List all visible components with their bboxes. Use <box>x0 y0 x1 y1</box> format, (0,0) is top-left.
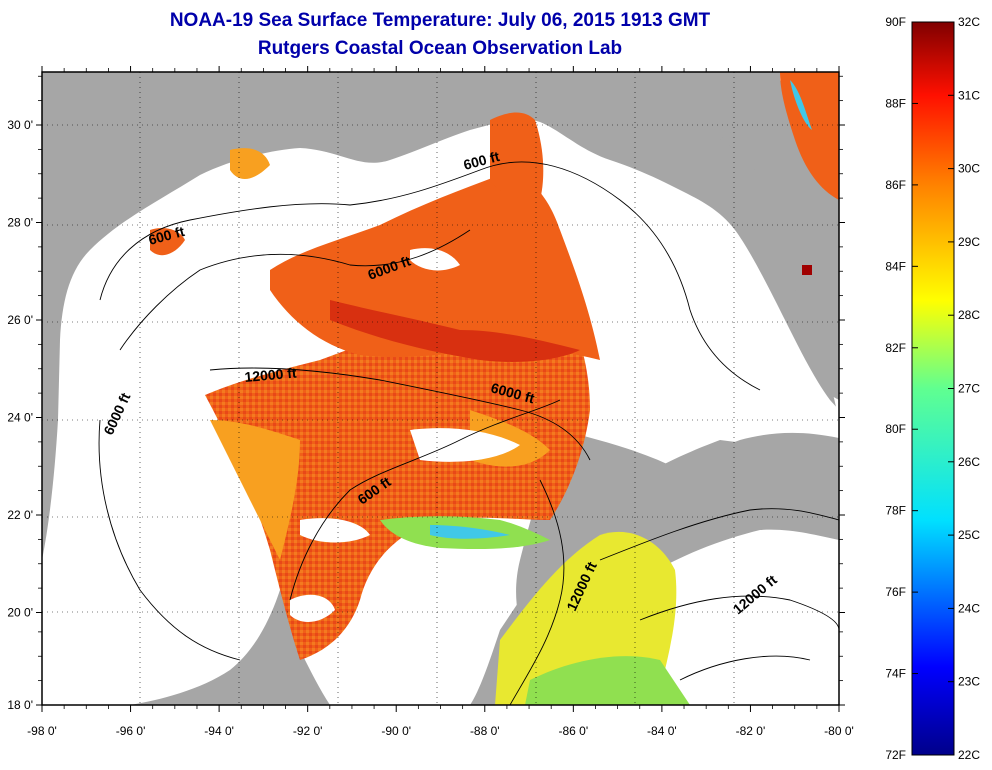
colorbar-fahrenheit-labels: 90F 88F 86F 84F 82F 80F 78F 76F 74F 72F <box>885 15 918 762</box>
x-tick-label: -86 0' <box>559 724 589 738</box>
x-tick-label: -88 0' <box>470 724 500 738</box>
colorbar-c-label: 31C <box>958 88 980 102</box>
y-tick-label: 28 0' <box>7 216 33 230</box>
map-area <box>42 72 839 705</box>
colorbar-f-label: 80F <box>885 422 906 436</box>
grid-lines <box>42 72 839 705</box>
x-axis: -98 0' -96 0' -94 0' -92 0' -90 0' -88 0' -86 … <box>27 66 854 738</box>
contour-label-12000: 12000 ft <box>244 364 298 385</box>
lake-marker <box>802 265 812 275</box>
colorbar-f-label: 90F <box>885 15 906 29</box>
x-tick-label: -98 0' <box>27 724 57 738</box>
colorbar-c-label: 26C <box>958 455 980 469</box>
colorbar-f-label: 88F <box>885 96 906 110</box>
map-subtitle: Rutgers Coastal Ocean Observation Lab <box>257 38 623 59</box>
map-title: NOAA-19 Sea Surface Temperature: July 06… <box>169 10 711 31</box>
cuba-land <box>620 432 839 510</box>
colorbar-f-label: 74F <box>885 667 906 681</box>
x-tick-label: -94 0' <box>204 724 234 738</box>
colorbar-f-label: 84F <box>885 259 906 273</box>
y-tick-label: 22 0' <box>7 508 33 522</box>
sst-swath <box>150 72 839 705</box>
x-tick-label: -90 0' <box>381 724 411 738</box>
colorbar-f-label: 86F <box>885 178 906 192</box>
x-tick-label: -80 0' <box>824 724 854 738</box>
colorbar-c-label: 25C <box>958 528 980 542</box>
x-tick-label: -92 0' <box>293 724 323 738</box>
colorbar <box>911 21 955 756</box>
colorbar-f-label: 76F <box>885 585 906 599</box>
y-tick-label: 18 0' <box>7 698 33 712</box>
colorbar-c-label: 22C <box>958 748 980 762</box>
colorbar-f-label: 82F <box>885 341 906 355</box>
x-tick-label: -96 0' <box>116 724 146 738</box>
colorbar-c-label: 29C <box>958 235 980 249</box>
y-tick-label: 26 0' <box>7 313 33 327</box>
x-tick-label: -82 0' <box>736 724 766 738</box>
y-tick-label: 20 0' <box>7 606 33 620</box>
colorbar-c-label: 27C <box>958 382 980 396</box>
colorbar-c-label: 23C <box>958 675 980 689</box>
depth-contours <box>98 161 839 705</box>
colorbar-c-label: 24C <box>958 601 980 615</box>
colorbar-celsius-labels: 32C 31C 30C 29C 28C 27C 26C 25C 24C 23C 22C <box>948 15 980 762</box>
y-axis: 30 0' 28 0' 26 0' 24 0' 22 0' 20 0' 18 0' <box>7 75 845 712</box>
colorbar-c-label: 30C <box>958 162 980 176</box>
colorbar-f-label: 72F <box>885 748 906 762</box>
colorbar-f-label: 78F <box>885 504 906 518</box>
y-tick-label: 24 0' <box>7 411 33 425</box>
y-tick-label: 30 0' <box>7 118 33 132</box>
x-tick-label: -84 0' <box>647 724 677 738</box>
colorbar-c-label: 32C <box>958 15 980 29</box>
colorbar-c-label: 28C <box>958 308 980 322</box>
